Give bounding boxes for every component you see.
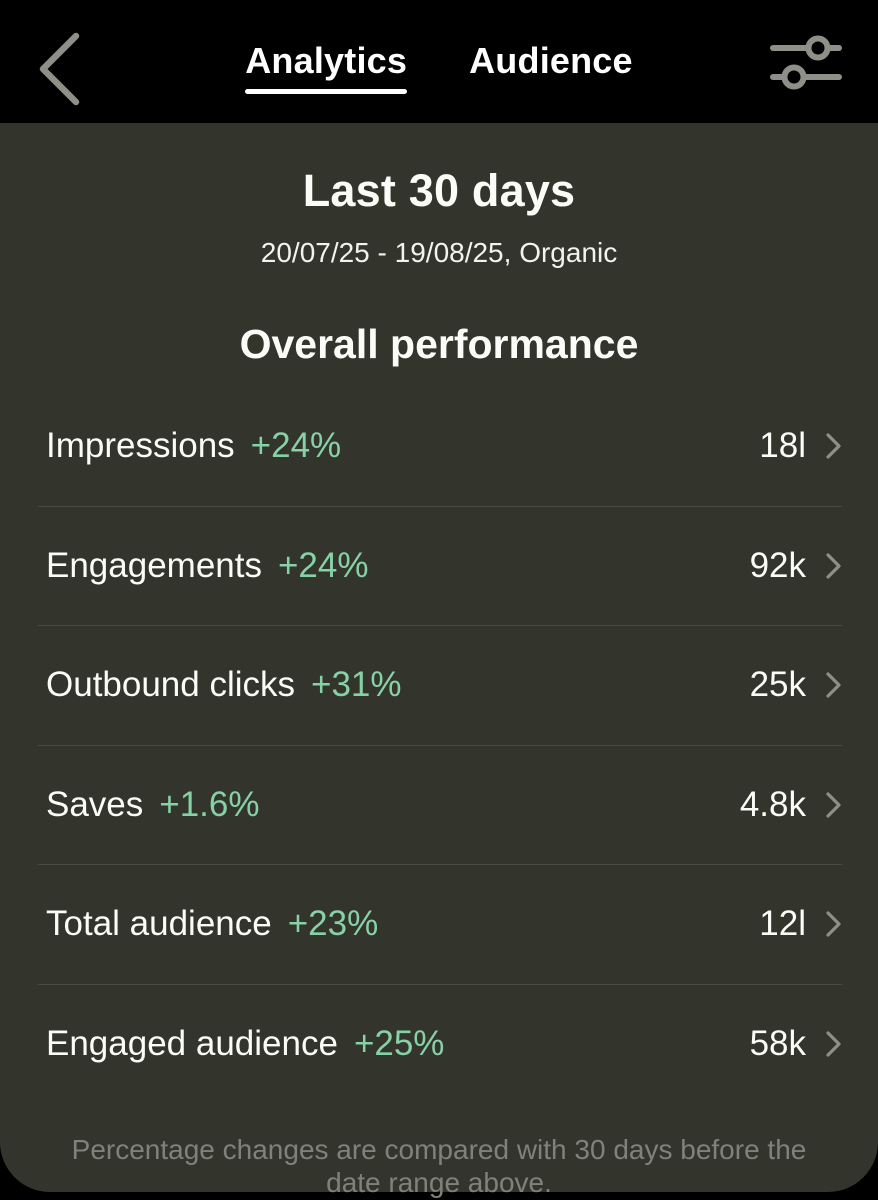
section-title: Overall performance <box>239 321 639 367</box>
metric-row-impressions[interactable]: Impressions +24% 18l <box>38 386 842 506</box>
metric-change-badge: +24% <box>277 545 369 585</box>
chevron-right-icon <box>825 552 842 580</box>
back-button[interactable] <box>22 24 94 116</box>
sliders-filter-icon <box>770 33 842 94</box>
metric-row-engagements[interactable]: Engagements +24% 92k <box>38 505 842 626</box>
chevron-right-icon <box>825 432 842 460</box>
metric-row-total-audience[interactable]: Total audience +23% 12l <box>38 864 842 984</box>
filters-button[interactable] <box>768 32 844 94</box>
metric-value: 25k <box>749 665 806 705</box>
metric-label: Saves <box>46 784 144 824</box>
date-range-title: Last 30 days <box>302 165 576 216</box>
tab-analytics[interactable]: Analytics <box>245 40 407 94</box>
top-bar: Analytics Audience <box>0 0 878 123</box>
date-range-subtitle: 20/07/25 - 19/08/25, Organic <box>260 237 618 268</box>
metric-value: 58k <box>749 1023 806 1063</box>
metric-change-badge: +23% <box>287 904 379 944</box>
metric-list: Impressions +24% 18l Engagements +24% 92… <box>38 386 842 1103</box>
metric-row-saves[interactable]: Saves +1.6% 4.8k <box>38 744 842 865</box>
metric-value: 18l <box>759 425 806 465</box>
tab-audience[interactable]: Audience <box>469 39 633 81</box>
metric-value: 92k <box>749 545 806 585</box>
metric-change-badge: +24% <box>250 425 342 465</box>
metric-label: Total audience <box>46 904 272 944</box>
metric-label: Impressions <box>46 425 235 465</box>
metric-label: Outbound clicks <box>46 665 296 705</box>
chevron-right-icon <box>825 671 842 699</box>
metric-change-badge: +1.6% <box>159 784 260 824</box>
metric-value: 12l <box>759 904 806 944</box>
chevron-right-icon <box>825 1030 842 1058</box>
chevron-right-icon <box>825 910 842 938</box>
tab-bar: Analytics Audience <box>245 40 633 94</box>
comparison-footnote: Percentage changes are compared with 30 … <box>71 1134 807 1199</box>
chevron-left-icon <box>35 31 81 110</box>
metric-change-badge: +25% <box>353 1023 445 1063</box>
metric-row-engaged-audience[interactable]: Engaged audience +25% 58k <box>38 983 842 1104</box>
chevron-right-icon <box>825 791 842 819</box>
metric-value: 4.8k <box>739 784 806 824</box>
metric-row-outbound-clicks[interactable]: Outbound clicks +31% 25k <box>38 625 842 745</box>
metric-label: Engagements <box>46 545 262 585</box>
metric-change-badge: +31% <box>311 665 402 705</box>
analytics-panel: Last 30 days 20/07/25 - 19/08/25, Organi… <box>0 123 878 1198</box>
metric-label: Engaged audience <box>46 1023 338 1063</box>
